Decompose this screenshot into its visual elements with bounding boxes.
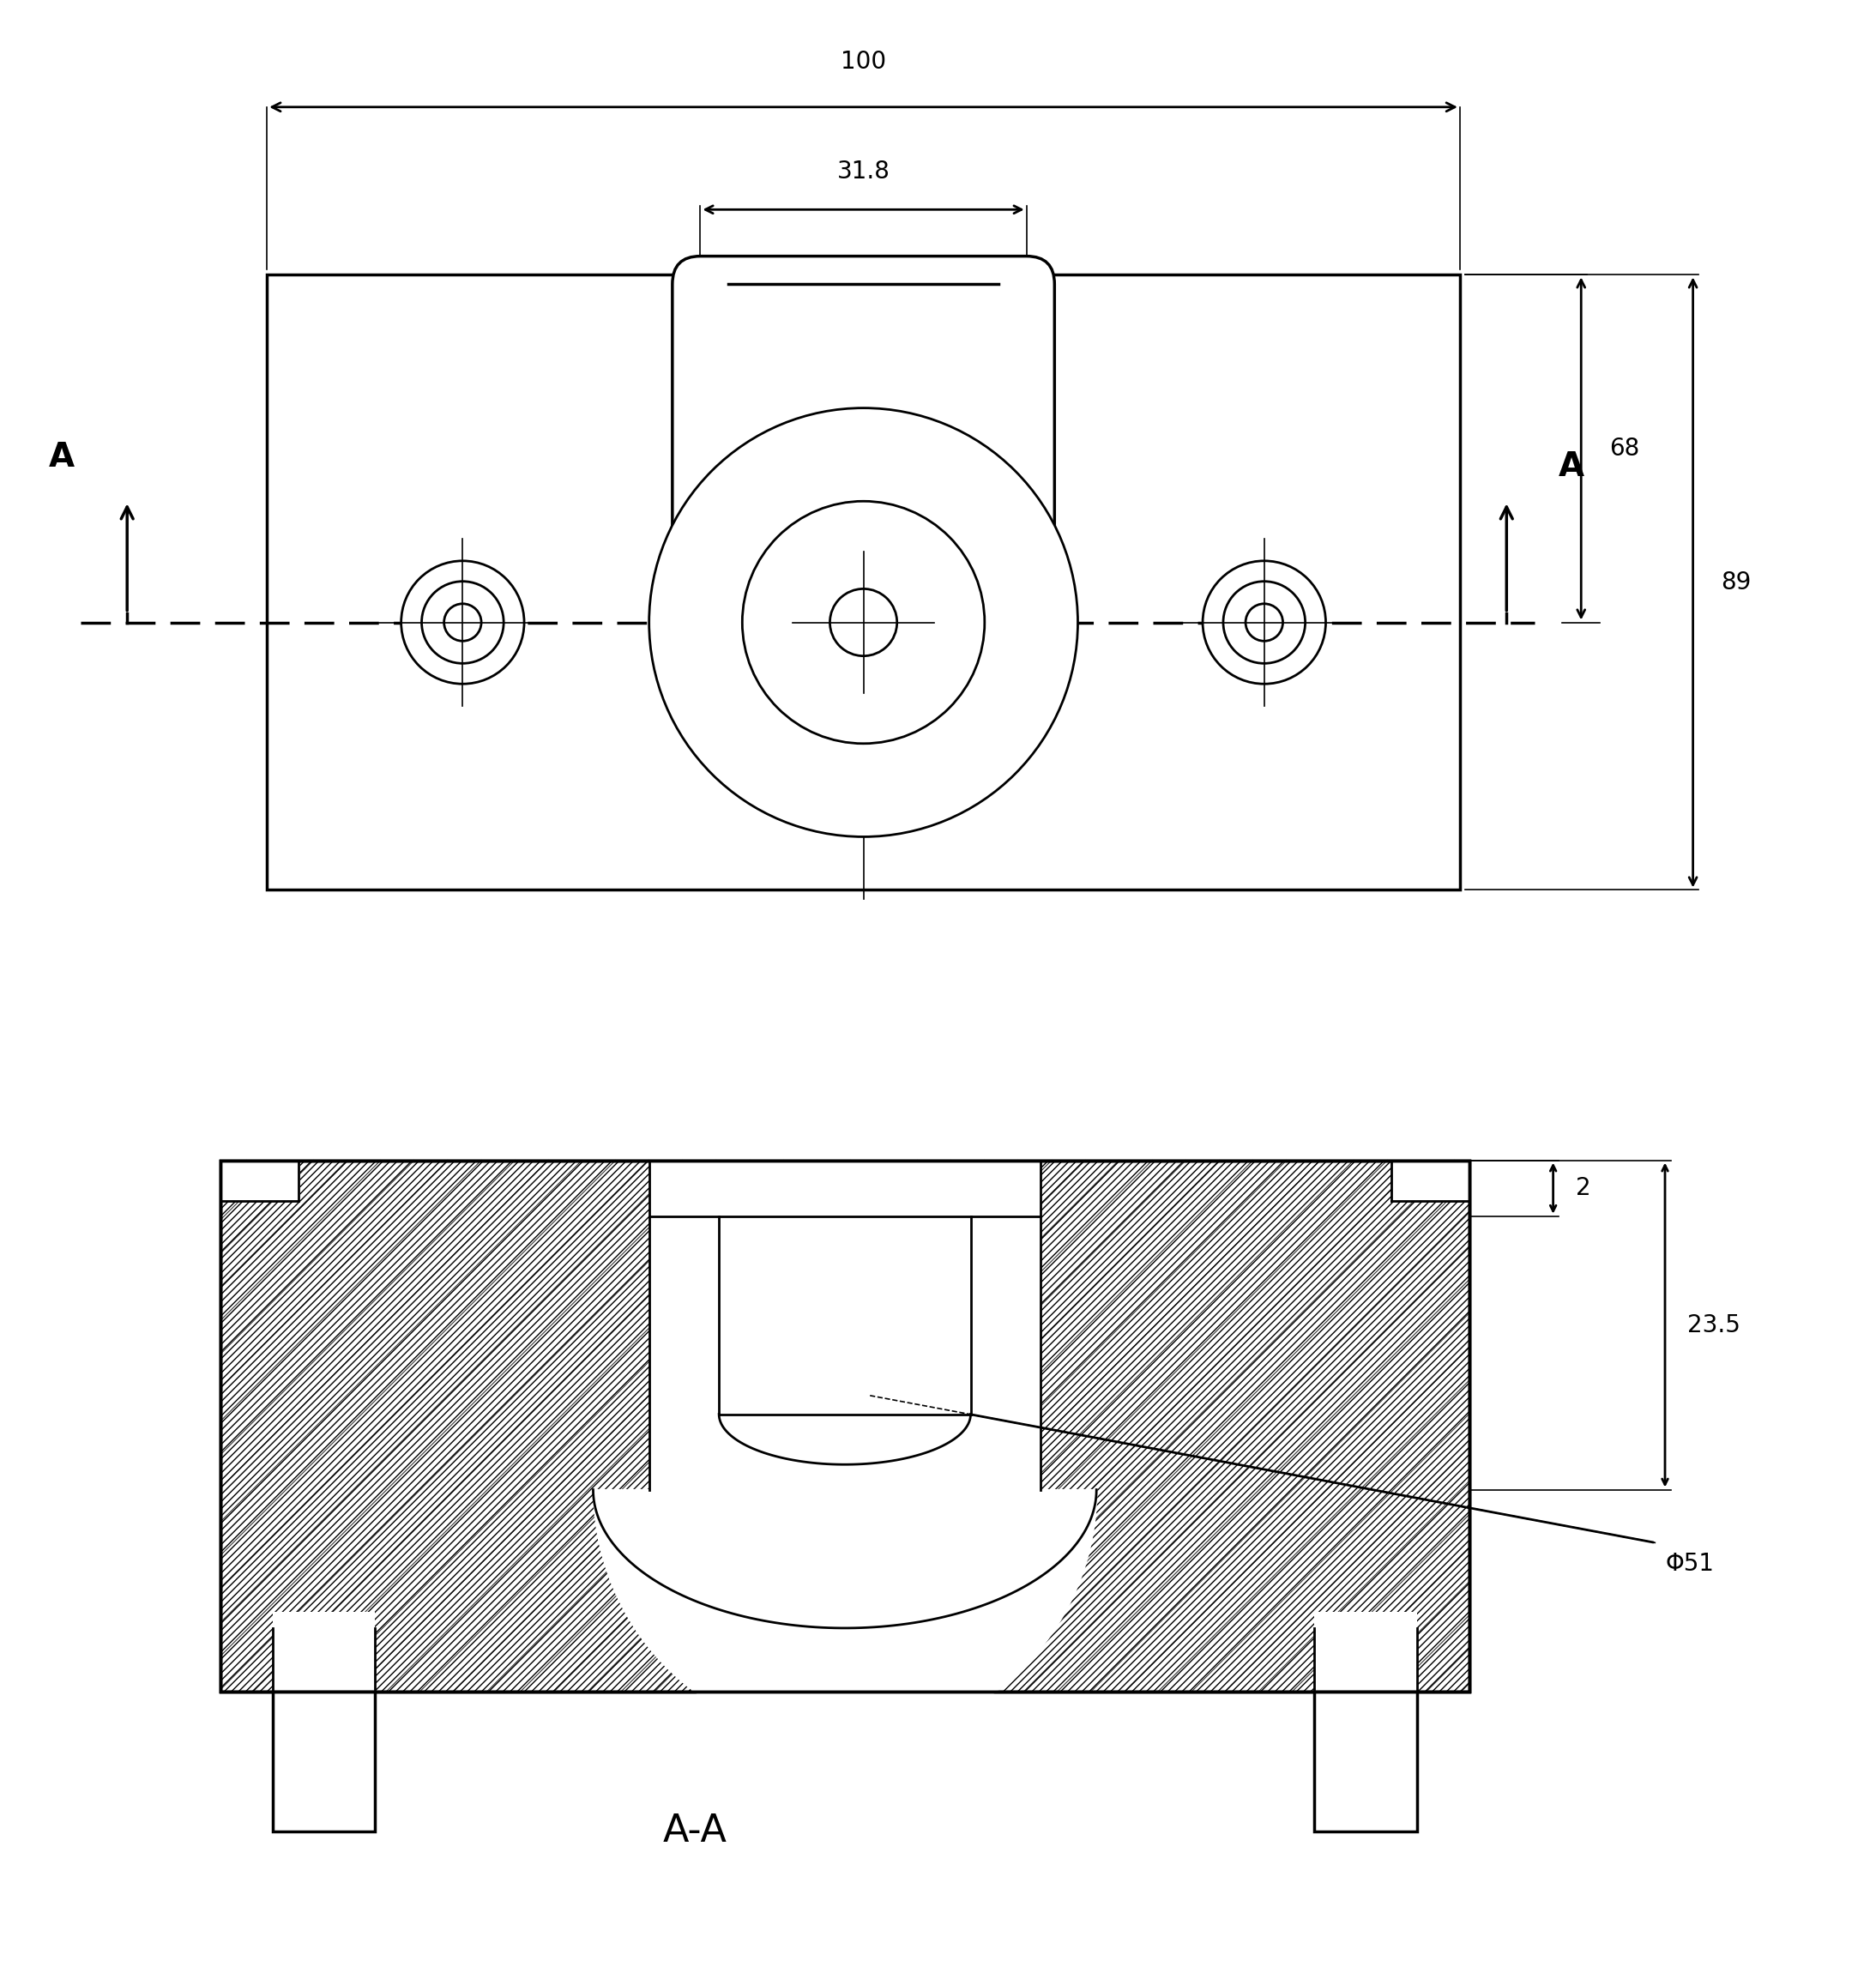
Bar — [1315, 1612, 1416, 1691]
Text: A: A — [1559, 451, 1585, 482]
Bar — [272, 1612, 375, 1691]
Circle shape — [1246, 603, 1283, 641]
Bar — [1390, 1161, 1469, 1201]
Bar — [266, 274, 1460, 889]
Ellipse shape — [743, 500, 985, 744]
Text: A: A — [49, 441, 75, 472]
Text: 68: 68 — [1610, 437, 1640, 461]
Bar — [221, 1161, 300, 1201]
Circle shape — [445, 603, 482, 641]
Circle shape — [1203, 562, 1326, 685]
Circle shape — [401, 562, 523, 685]
Circle shape — [1223, 582, 1306, 663]
Polygon shape — [593, 1489, 1096, 1628]
Bar — [649, 1161, 1041, 1489]
Text: 89: 89 — [1720, 570, 1752, 594]
Circle shape — [829, 590, 897, 655]
Bar — [219, 1161, 1469, 1691]
Bar — [649, 1161, 1041, 1217]
Bar — [219, 1161, 1469, 1691]
Text: 2: 2 — [1576, 1177, 1591, 1201]
Bar — [719, 1217, 970, 1413]
Text: 23.5: 23.5 — [1687, 1312, 1741, 1338]
Ellipse shape — [649, 409, 1079, 838]
Text: Φ51: Φ51 — [1666, 1552, 1715, 1576]
Bar — [219, 1161, 1469, 1691]
FancyBboxPatch shape — [672, 256, 1054, 723]
Bar — [272, 1691, 375, 1832]
Text: A-A: A-A — [662, 1812, 728, 1850]
Circle shape — [422, 582, 503, 663]
Text: 100: 100 — [840, 50, 885, 73]
Bar — [1315, 1691, 1416, 1832]
Text: 31.8: 31.8 — [837, 159, 889, 183]
